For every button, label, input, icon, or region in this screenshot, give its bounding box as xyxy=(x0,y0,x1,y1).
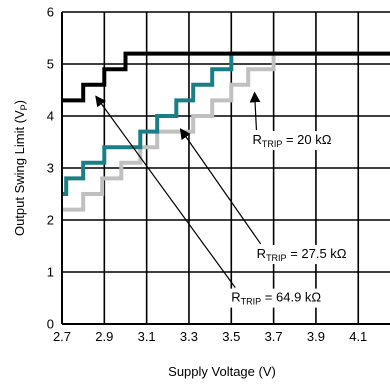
y-tick-label: 4 xyxy=(47,109,54,124)
axes xyxy=(61,12,390,325)
annotation-3: RTRIP = 64.9 kΩ xyxy=(229,288,324,308)
annotation-2: RTRIP = 27.5 kΩ xyxy=(254,244,349,264)
annotation-label-sub: TRIP xyxy=(241,297,262,307)
annotation-label-main: R xyxy=(252,132,261,147)
annotation-label-rest: = 20 kΩ xyxy=(282,132,331,147)
x-tick-label: 4.1 xyxy=(349,329,367,344)
series-layer xyxy=(62,51,390,212)
y-axis-title-main: Output Swing Limit (V xyxy=(12,110,27,236)
tick-labels: 2.7 2.9 3.1 3.3 3.5 3.7 3.9 4.1 0 1 2 3 4 5 6 xyxy=(47,5,368,345)
annotation-background xyxy=(254,244,349,264)
annotation-label-main: R xyxy=(231,290,240,305)
x-tick-label: 3.5 xyxy=(222,329,240,344)
grid xyxy=(62,11,390,324)
annotation-label: RTRIP = 64.9 kΩ xyxy=(231,290,321,307)
annotation-1: RTRIP = 20 kΩ xyxy=(250,131,334,151)
series-line-2 xyxy=(62,51,274,196)
y-tick-label: 0 xyxy=(47,317,54,332)
annotation-arrow xyxy=(95,95,236,288)
x-axis-title: Supply Voltage (V) xyxy=(168,364,276,379)
annotation-background xyxy=(250,131,334,151)
x-tick-label: 3.1 xyxy=(138,329,156,344)
x-tick-label: 3.9 xyxy=(307,329,325,344)
y-tick-label: 5 xyxy=(47,57,54,72)
x-tick-label: 3.3 xyxy=(180,329,198,344)
annotation-label-rest: = 27.5 kΩ xyxy=(287,246,347,261)
annotation-background xyxy=(229,288,324,308)
y-axis-title: Output Swing Limit (VP) xyxy=(12,100,29,236)
y-axis-title-close: ) xyxy=(12,100,27,104)
series-line-3 xyxy=(62,51,390,212)
annotation-label-main: R xyxy=(257,246,266,261)
x-tick-label: 2.9 xyxy=(95,329,113,344)
annotation-label-sub: TRIP xyxy=(266,253,287,263)
y-tick-label: 3 xyxy=(47,161,54,176)
annotation-label-rest: = 64.9 kΩ xyxy=(261,290,321,305)
annotation-arrow xyxy=(179,128,262,245)
x-tick-label: 2.7 xyxy=(53,329,71,344)
annotation-label-sub: TRIP xyxy=(262,139,283,149)
annotation-arrow xyxy=(249,91,261,131)
y-tick-label: 1 xyxy=(47,265,54,280)
x-tick-label: 3.7 xyxy=(265,329,283,344)
series-line-1 xyxy=(62,51,390,103)
annotation-label: RTRIP = 27.5 kΩ xyxy=(257,246,347,263)
y-axis-title-sub: P xyxy=(19,104,29,110)
y-tick-label: 6 xyxy=(47,5,54,20)
annotation-label: RTRIP = 20 kΩ xyxy=(252,132,331,149)
y-tick-label: 2 xyxy=(47,213,54,228)
